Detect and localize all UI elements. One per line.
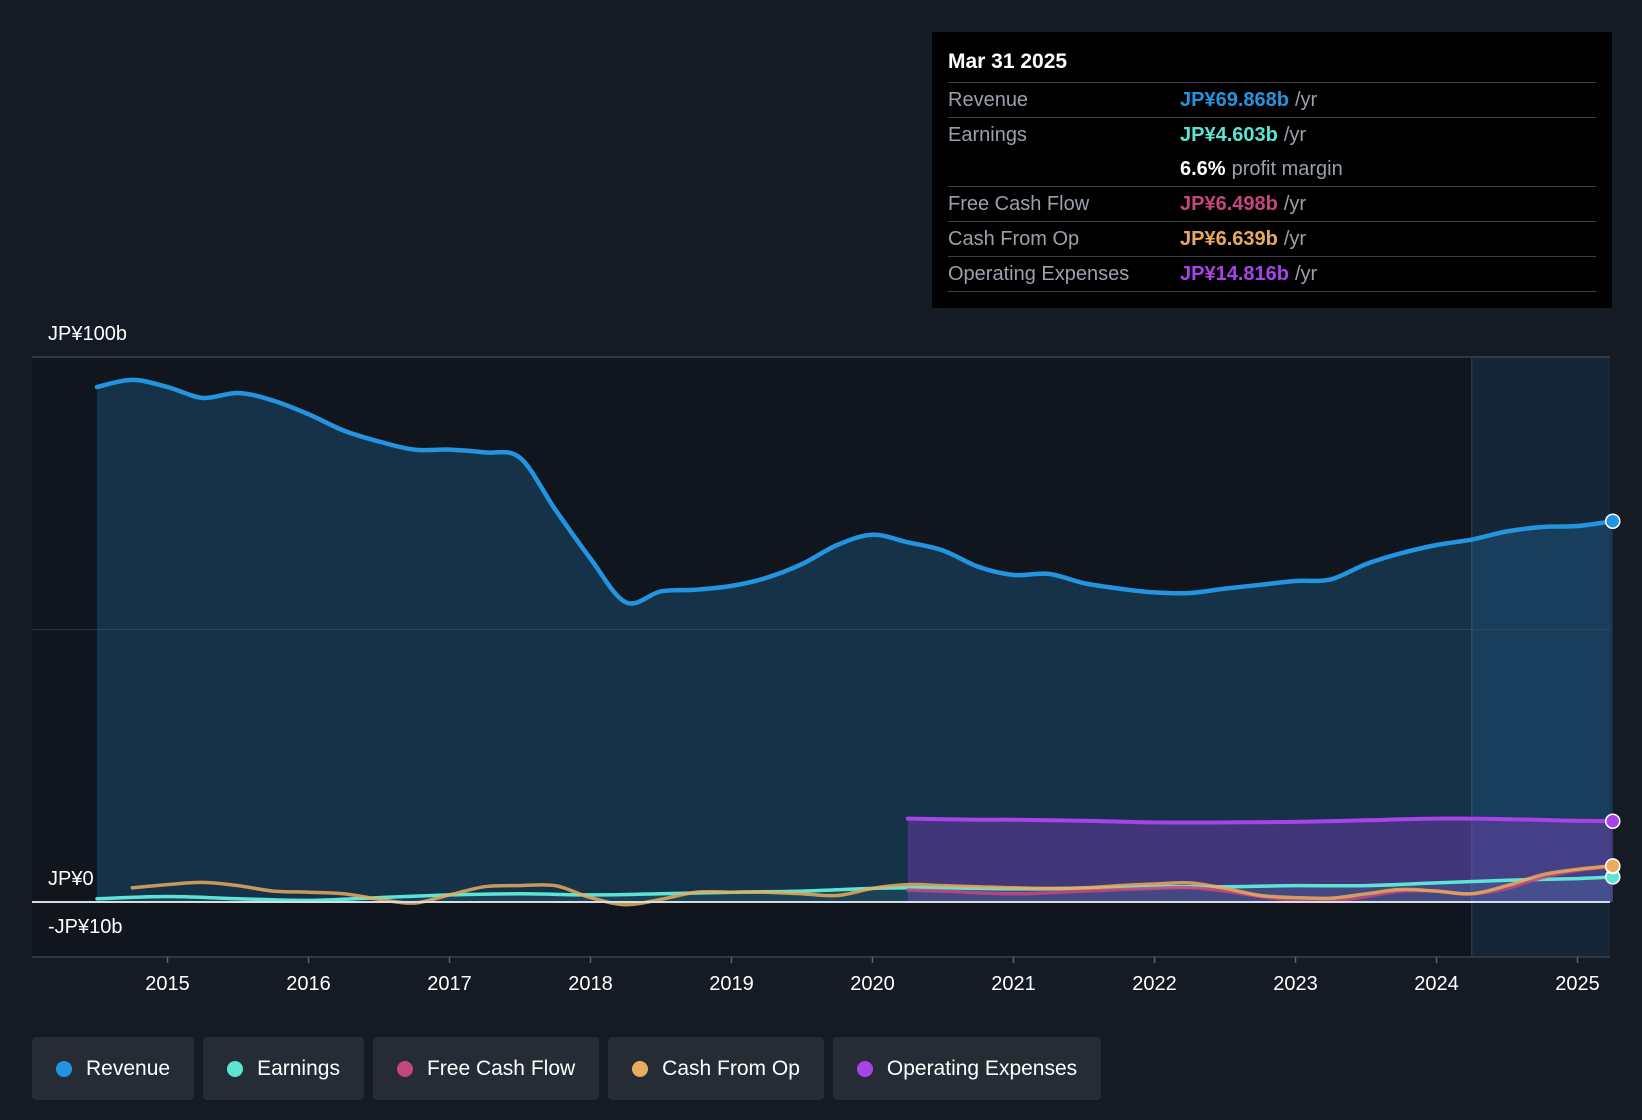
legend-label: Free Cash Flow [426, 1056, 576, 1080]
tooltip-row-margin: 6.6% profit margin [948, 152, 1596, 186]
data-tooltip: Mar 31 2025 Revenue JP¥69.868b /yr Earni… [932, 32, 1612, 308]
tooltip-row-earnings: Earnings JP¥4.603b /yr [948, 117, 1596, 152]
legend-dot-icon [632, 1060, 649, 1077]
tooltip-unit: /yr [1294, 88, 1318, 111]
chart-legend: Revenue Earnings Free Cash Flow Cash Fro… [32, 1037, 1102, 1100]
x-tick-label-2020: 2020 [850, 973, 895, 995]
tooltip-row-fcf: Free Cash Flow JP¥6.498b /yr [948, 186, 1596, 221]
legend-dot-icon [227, 1060, 244, 1077]
tooltip-unit: /yr [1283, 192, 1307, 215]
legend-label: Earnings [257, 1056, 340, 1080]
legend-dot-icon [56, 1060, 72, 1077]
x-tick-label-2025: 2025 [1555, 973, 1600, 995]
tooltip-unit: /yr [1283, 227, 1307, 250]
operating-expenses-line [905, 816, 1615, 825]
x-tick-label-2016: 2016 [286, 973, 331, 995]
forecast-shade [1471, 357, 1610, 957]
legend-dot-icon [396, 1060, 413, 1077]
legend-label: Operating Expenses [886, 1056, 1078, 1080]
legend-item-revenue[interactable]: Revenue [32, 1037, 195, 1100]
tooltip-value: JP¥14.816b [1180, 262, 1289, 285]
x-tick-label-2024: 2024 [1414, 973, 1459, 995]
tooltip-row-revenue: Revenue JP¥69.868b /yr [948, 82, 1596, 117]
tooltip-label: Operating Expenses [948, 262, 1130, 285]
tooltip-label: Earnings [948, 123, 1027, 146]
legend-item-cash-from-op[interactable]: Cash From Op [608, 1037, 824, 1100]
tooltip-label: Cash From Op [948, 227, 1080, 250]
tooltip-row-opex: Operating Expenses JP¥14.816b /yr [948, 256, 1596, 292]
tooltip-unit: /yr [1294, 262, 1318, 285]
y-tick-label-neg10: -JP¥10b [48, 916, 123, 938]
free-cash-flow-line [906, 864, 1615, 903]
revenue-area [97, 379, 1613, 902]
tooltip-label: Revenue [948, 88, 1029, 111]
revenue-endpoint [1605, 513, 1621, 529]
x-tick-label-2022: 2022 [1132, 973, 1177, 995]
tooltip-value: JP¥6.639b [1180, 227, 1278, 250]
legend-item-operating-expenses[interactable]: Operating Expenses [832, 1037, 1102, 1100]
x-axis: 2015 2016 2017 2018 2019 2020 2021 2022 2023 2024… [145, 957, 1600, 995]
series-endpoints [1605, 513, 1621, 885]
x-tick-label-2023: 2023 [1273, 973, 1318, 995]
tooltip-value: JP¥69.868b [1180, 88, 1289, 111]
x-tick-label-2015: 2015 [145, 973, 190, 995]
legend-dot-icon [856, 1060, 873, 1077]
series-layer [94, 377, 1616, 907]
tooltip-date: Mar 31 2025 [948, 50, 1068, 73]
cash-from-op-line [130, 864, 1615, 907]
revenue-line [94, 377, 1616, 606]
operating-expenses-endpoint [1605, 813, 1621, 830]
tooltip-unit: /yr [1283, 123, 1307, 146]
x-tick-label-2021: 2021 [991, 973, 1036, 995]
tooltip-value: JP¥4.603b [1180, 123, 1278, 146]
legend-label: Cash From Op [662, 1056, 800, 1080]
legend-label: Revenue [86, 1056, 171, 1080]
y-tick-label-0: JP¥0 [48, 868, 94, 890]
tooltip-row-cfo: Cash From Op JP¥6.639b /yr [948, 221, 1596, 256]
x-tick-label-2017: 2017 [427, 973, 472, 995]
legend-item-free-cash-flow[interactable]: Free Cash Flow [372, 1037, 600, 1100]
y-tick-label-100: JP¥100b [48, 323, 127, 345]
legend-item-earnings[interactable]: Earnings [203, 1037, 364, 1100]
profit-margin-label: profit margin [1231, 157, 1343, 180]
plot-background [32, 357, 1472, 957]
tooltip-label: Free Cash Flow [948, 192, 1090, 215]
x-tick-label-2018: 2018 [568, 973, 613, 995]
cash-from-op-endpoint [1605, 858, 1621, 874]
operating-expenses-area [907, 818, 1613, 902]
x-tick-label-2019: 2019 [709, 973, 754, 995]
profit-margin-value: 6.6% [1180, 157, 1226, 180]
tooltip-value: JP¥6.498b [1180, 192, 1278, 215]
